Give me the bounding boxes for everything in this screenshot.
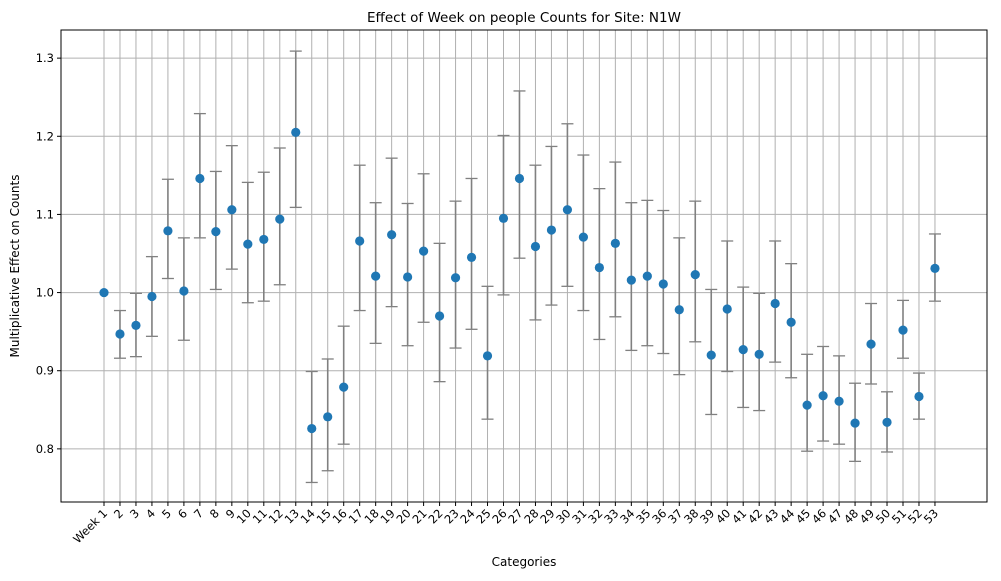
y-axis-label: Multiplicative Effect on Counts [8,175,22,358]
data-point [674,305,684,315]
data-point [371,271,381,281]
data-point [578,232,589,242]
data-point [419,246,429,256]
data-point [834,396,844,406]
data-point [738,345,748,355]
data-point [291,127,301,137]
data-point [307,423,317,434]
data-point [387,230,397,240]
data-point [514,173,525,184]
y-tick-label: 1.3 [36,51,54,65]
data-point [498,213,509,223]
data-point [818,391,828,401]
data-point [243,239,253,249]
data-point [594,262,604,273]
data-point [227,205,237,215]
data-point [195,173,205,184]
data-point [754,349,764,359]
x-axis-label: Categories [492,555,557,569]
y-tick-label: 1.1 [36,207,54,221]
data-point [562,205,573,215]
data-point [339,382,349,392]
data-point [786,317,796,327]
data-point [482,351,493,361]
data-point [355,236,365,246]
data-point [434,311,445,321]
data-point [115,329,125,339]
data-point [323,412,333,422]
data-point [99,287,109,298]
data-point [466,252,477,263]
data-point [802,400,812,410]
grid-layer [61,30,987,502]
data-point [658,279,668,289]
data-point [850,418,860,428]
data-point [530,241,541,252]
x-tick-label: 2 [111,506,126,521]
y-tick-layer: 0.8 0.9 1.0 1.1 1.2 1.3 [36,51,61,456]
data-point [211,227,221,237]
chart-title: Effect of Week on people Counts for Site… [367,10,681,26]
data-point [626,275,636,285]
data-point [546,225,557,235]
data-point [642,271,652,281]
x-tick-label: 53 [921,506,941,526]
data-point [690,269,700,280]
x-tick-label: 4 [143,506,158,521]
errorbar-layer [113,50,941,484]
data-point [866,339,876,349]
x-tick-label: Week 1 [70,506,110,546]
data-point [179,286,189,296]
y-tick-label: 1.0 [36,286,54,300]
data-point [770,298,780,309]
data-point [610,238,620,248]
y-tick-label: 0.8 [36,442,54,456]
data-point [259,234,269,245]
y-tick-label: 1.2 [36,129,54,143]
data-point [882,417,892,427]
data-point [722,304,732,314]
x-tick-label: 5 [159,506,174,521]
x-tick-label: 6 [175,506,190,521]
point-layer [99,127,940,434]
x-tick-label: 3 [127,506,142,521]
data-point [706,350,716,360]
data-point [131,320,141,330]
data-point [403,272,413,282]
data-point [898,325,908,335]
x-tick-label: 8 [207,506,222,521]
data-point [930,263,940,273]
data-point [163,226,173,236]
data-point [147,291,157,302]
data-point [275,214,285,224]
y-tick-label: 0.9 [36,364,54,378]
data-point [450,273,461,283]
plot-frame [60,29,988,503]
data-point [914,391,924,402]
x-tick-label: 7 [191,506,206,521]
x-tick-layer: Week 1 2 3 4 5 6 7 8 910111213141516171819202122… [70,502,941,546]
